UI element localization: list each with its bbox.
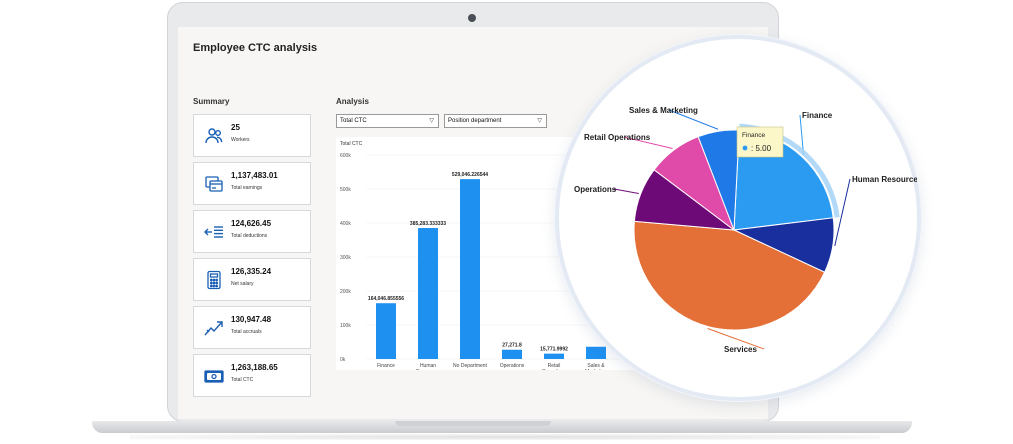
leader-line: [707, 328, 765, 350]
pie-label: Services: [724, 345, 757, 354]
summary-card-total-ctc[interactable]: 1,263,188.65 Total CTC: [193, 354, 311, 397]
laptop-base: [92, 421, 912, 433]
card-label: Workers: [231, 137, 250, 143]
chevron-down-icon: ▽: [537, 118, 542, 124]
card-label: Total accruals: [231, 329, 262, 335]
leader-line: [613, 188, 639, 194]
card-value: 1,263,188.65: [231, 363, 278, 372]
tooltip-box: [736, 126, 784, 158]
calculator-icon: [204, 270, 224, 290]
tooltip-value: : 5.00: [751, 144, 772, 153]
bar: [586, 346, 606, 359]
pie-label: Finance: [802, 111, 833, 120]
leader-line: [834, 178, 851, 247]
card-value: 130,947.48: [231, 315, 272, 324]
laptop-shadow: [130, 434, 880, 440]
pie-label: Sales & Marketing: [629, 106, 698, 115]
x-tick-label: No Department: [453, 363, 488, 369]
chart-title: Total CTC: [340, 141, 363, 147]
card-value: 124,626.45: [231, 219, 272, 228]
y-tick-label: 0k: [340, 357, 346, 363]
bar: [376, 303, 396, 359]
earnings-icon: [204, 174, 224, 194]
tooltip-label: Finance: [742, 132, 766, 139]
analysis-heading: Analysis: [336, 97, 369, 106]
measure-dropdown[interactable]: Total CTC ▽: [336, 114, 439, 128]
x-tick-label: Operations: [500, 363, 525, 369]
y-tick-label: 100k: [340, 323, 351, 329]
bar: [418, 228, 438, 359]
leader-line: [799, 114, 805, 156]
card-label: Total earnings: [231, 185, 263, 191]
pie-slice: [633, 220, 826, 331]
pie-label: Human Resources: [852, 175, 917, 184]
leader-line: [623, 136, 673, 150]
y-tick-label: 400k: [340, 221, 351, 227]
summary-card-deductions[interactable]: 124,626.45 Total deductions: [193, 210, 311, 253]
trend-up-icon: [204, 318, 224, 338]
pie-label: Retail Operations: [584, 133, 651, 142]
camera-icon: [468, 14, 476, 22]
deductions-icon: [204, 222, 224, 242]
bar: [544, 353, 564, 359]
bar-chart: 0k 100k 200k 300k 400k 500k 600k 164,046.855556…: [340, 153, 651, 375]
page-title: Employee CTC analysis: [193, 42, 318, 54]
chevron-down-icon: ▽: [429, 118, 434, 124]
summary-card-earnings[interactable]: 1,137,483.01 Total earnings: [193, 162, 311, 205]
card-value: 126,335.24: [231, 267, 272, 276]
card-label: Total CTC: [231, 377, 254, 383]
card-label: Total deductions: [231, 233, 268, 239]
money-icon: [204, 366, 224, 386]
dimension-dropdown[interactable]: Position department ▽: [444, 114, 547, 128]
app-screen: Employee CTC analysis Summary Analysis 2…: [178, 27, 768, 419]
measure-dropdown-value: Total CTC: [340, 118, 367, 124]
tooltip-swatch: [742, 145, 748, 151]
card-label: Net salary: [231, 281, 254, 287]
y-tick-label: 300k: [340, 255, 351, 261]
people-icon: [204, 126, 224, 146]
summary-cards: 25 Workers 1,137,483.01 Total earnings 1…: [193, 114, 311, 402]
summary-heading: Summary: [193, 97, 230, 106]
dimension-dropdown-value: Position department: [448, 118, 502, 124]
y-tick-label: 200k: [340, 289, 351, 295]
laptop-notch: [395, 421, 551, 426]
bar: [502, 349, 522, 359]
bar-value-label: 529,046.226544: [452, 172, 488, 178]
summary-card-net-salary[interactable]: 126,335.24 Net salary: [193, 258, 311, 301]
leader-line: [668, 109, 719, 130]
x-tick-label: Finance: [377, 363, 395, 369]
bar-value-label: 164,046.855556: [368, 296, 404, 302]
zoom-circle: Finance Human Resources Services Operations…: [555, 35, 923, 401]
pie-chart: Finance Human Resources Services Operations…: [574, 106, 923, 354]
bar-value-label: 15,771.9992: [540, 347, 568, 353]
y-tick-label: 600k: [340, 153, 351, 159]
summary-card-workers[interactable]: 25 Workers: [193, 114, 311, 157]
pie-label: Operations: [574, 185, 617, 194]
card-value: 25: [231, 123, 240, 132]
bar: [460, 179, 480, 359]
bar-value-label: 385,283.333333: [410, 221, 446, 227]
bar-value-label: 27,271.8: [502, 343, 522, 349]
summary-card-accruals[interactable]: 130,947.48 Total accruals: [193, 306, 311, 349]
y-tick-label: 500k: [340, 187, 351, 193]
card-value: 1,137,483.01: [231, 171, 278, 180]
